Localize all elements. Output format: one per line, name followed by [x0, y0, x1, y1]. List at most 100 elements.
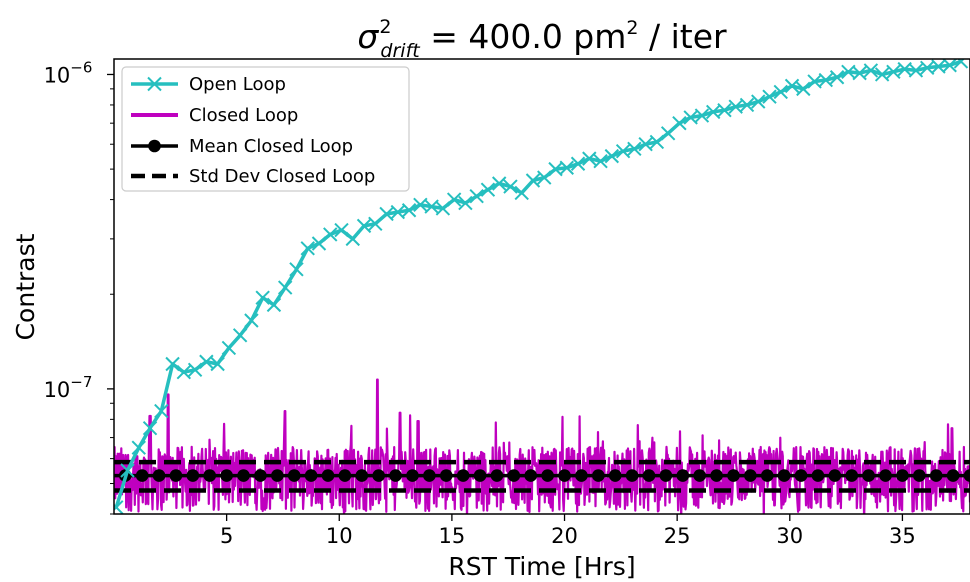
- x-tick-label: 10: [326, 524, 353, 548]
- mean-closed-loop-point: [760, 469, 774, 482]
- open-loop-point: [401, 203, 417, 218]
- open-loop-point: [199, 354, 214, 369]
- mean-closed-loop-point: [254, 469, 267, 482]
- legend-open-loop-marker: [147, 76, 162, 92]
- open-loop-point: [582, 151, 597, 166]
- open-loop-point: [413, 197, 428, 213]
- mean-closed-loop-point: [473, 469, 487, 482]
- open-loop-point: [210, 356, 225, 372]
- mean-closed-loop-point: [828, 469, 842, 482]
- open-loop-point: [683, 110, 698, 125]
- mean-closed-loop-point: [271, 469, 284, 482]
- y-tick-label: 10−6: [44, 58, 93, 87]
- open-loop-point: [751, 94, 766, 109]
- mean-closed-loop-point: [811, 469, 825, 482]
- open-loop-point: [232, 328, 248, 343]
- mean-closed-loop-point: [794, 469, 808, 482]
- open-loop-point: [559, 160, 574, 175]
- open-loop-point: [379, 206, 394, 222]
- open-loop-point: [615, 144, 631, 159]
- open-loop-point: [458, 195, 473, 211]
- x-tick-label: 15: [439, 524, 466, 548]
- open-loop-point: [120, 463, 135, 478]
- open-loop-point: [762, 89, 777, 104]
- open-loop-point: [390, 204, 406, 220]
- mean-closed-loop-point: [507, 469, 521, 482]
- mean-closed-loop-point: [203, 469, 217, 482]
- mean-closed-loop-point: [372, 469, 385, 482]
- mean-closed-loop-point: [338, 469, 352, 482]
- x-axis: 5 10 15 20 25 30 35: [220, 514, 916, 548]
- mean-closed-loop-point: [220, 469, 233, 482]
- open-loop-point: [446, 192, 462, 207]
- y-axis-label: Contrast: [11, 233, 40, 340]
- mean-closed-loop-point: [710, 469, 723, 482]
- open-loop-point: [255, 290, 270, 305]
- open-loop-point: [514, 185, 529, 201]
- open-loop-point: [570, 156, 586, 171]
- legend: Open Loop Closed Loop Mean Closed Loop Std …: [121, 66, 410, 192]
- mean-closed-loop-point: [896, 469, 909, 482]
- open-loop-point: [266, 297, 282, 313]
- mean-closed-loop-point: [135, 469, 149, 482]
- mean-closed-loop-point: [321, 469, 335, 482]
- open-loop-point: [672, 115, 687, 131]
- mean-closed-loop-point: [186, 469, 200, 482]
- chart-title: σ2 drift = 400.0 pm2 / iter: [357, 16, 727, 62]
- mean-closed-loop-point: [490, 469, 504, 482]
- open-loop-point: [627, 141, 642, 157]
- mean-closed-loop-point: [727, 469, 740, 482]
- open-loop-point: [739, 97, 755, 113]
- open-loop-point: [368, 216, 383, 232]
- open-loop-point: [717, 102, 732, 118]
- mean-closed-loop-point: [169, 469, 183, 482]
- open-loop-point: [705, 104, 721, 120]
- mean-closed-loop-point: [524, 469, 538, 482]
- mean-closed-loop-point: [304, 469, 318, 482]
- open-loop-point: [244, 313, 259, 328]
- x-tick-label: 5: [220, 524, 233, 548]
- plot-area: [114, 59, 970, 514]
- open-loop-point: [187, 362, 203, 378]
- legend-mean-closed-loop-label: Mean Closed Loop: [189, 136, 353, 157]
- open-loop-point: [784, 78, 800, 94]
- open-loop-point: [356, 218, 372, 234]
- mean-closed-loop-point: [287, 469, 301, 482]
- mean-closed-loop-point: [963, 469, 970, 482]
- mean-closed-loop-point: [659, 469, 673, 482]
- open-loop-point: [435, 201, 451, 216]
- mean-closed-loop-point: [355, 469, 369, 482]
- mean-closed-loop-point: [439, 469, 453, 482]
- open-loop-point: [649, 134, 665, 150]
- mean-closed-loop-point: [676, 469, 690, 482]
- open-loop-point: [154, 403, 169, 419]
- mean-closed-loop-point: [862, 469, 875, 482]
- x-axis-label: RST Time [Hrs]: [448, 552, 635, 581]
- open-loop-point: [604, 148, 620, 164]
- title-symbol-sup: 2: [379, 16, 391, 38]
- open-loop-point: [311, 236, 327, 251]
- open-loop-series: [114, 59, 962, 508]
- legend-mean-closed-loop-marker: [148, 139, 161, 153]
- mean-closed-loop-point: [642, 469, 656, 482]
- mean-closed-loop-point: [693, 469, 706, 482]
- open-loop-point: [300, 241, 315, 256]
- open-loop-point: [694, 108, 710, 123]
- open-loop-point: [424, 199, 439, 214]
- mean-closed-loop-point: [744, 469, 757, 482]
- open-loop-point: [480, 182, 496, 197]
- mean-closed-loop-point: [389, 469, 402, 482]
- mean-closed-loop-point: [152, 469, 166, 482]
- mean-closed-loop-point: [845, 469, 859, 482]
- open-loop-point: [796, 81, 811, 97]
- open-loop-point: [829, 70, 845, 85]
- open-loop-point: [334, 222, 349, 238]
- mean-closed-loop-point: [879, 469, 892, 482]
- open-loop-point: [908, 63, 924, 78]
- open-loop-point: [525, 173, 541, 188]
- mean-closed-loop-point: [929, 469, 943, 482]
- y-axis: 10−7 10−6: [44, 58, 114, 515]
- open-loop-point: [142, 420, 158, 436]
- legend-box: [121, 66, 410, 192]
